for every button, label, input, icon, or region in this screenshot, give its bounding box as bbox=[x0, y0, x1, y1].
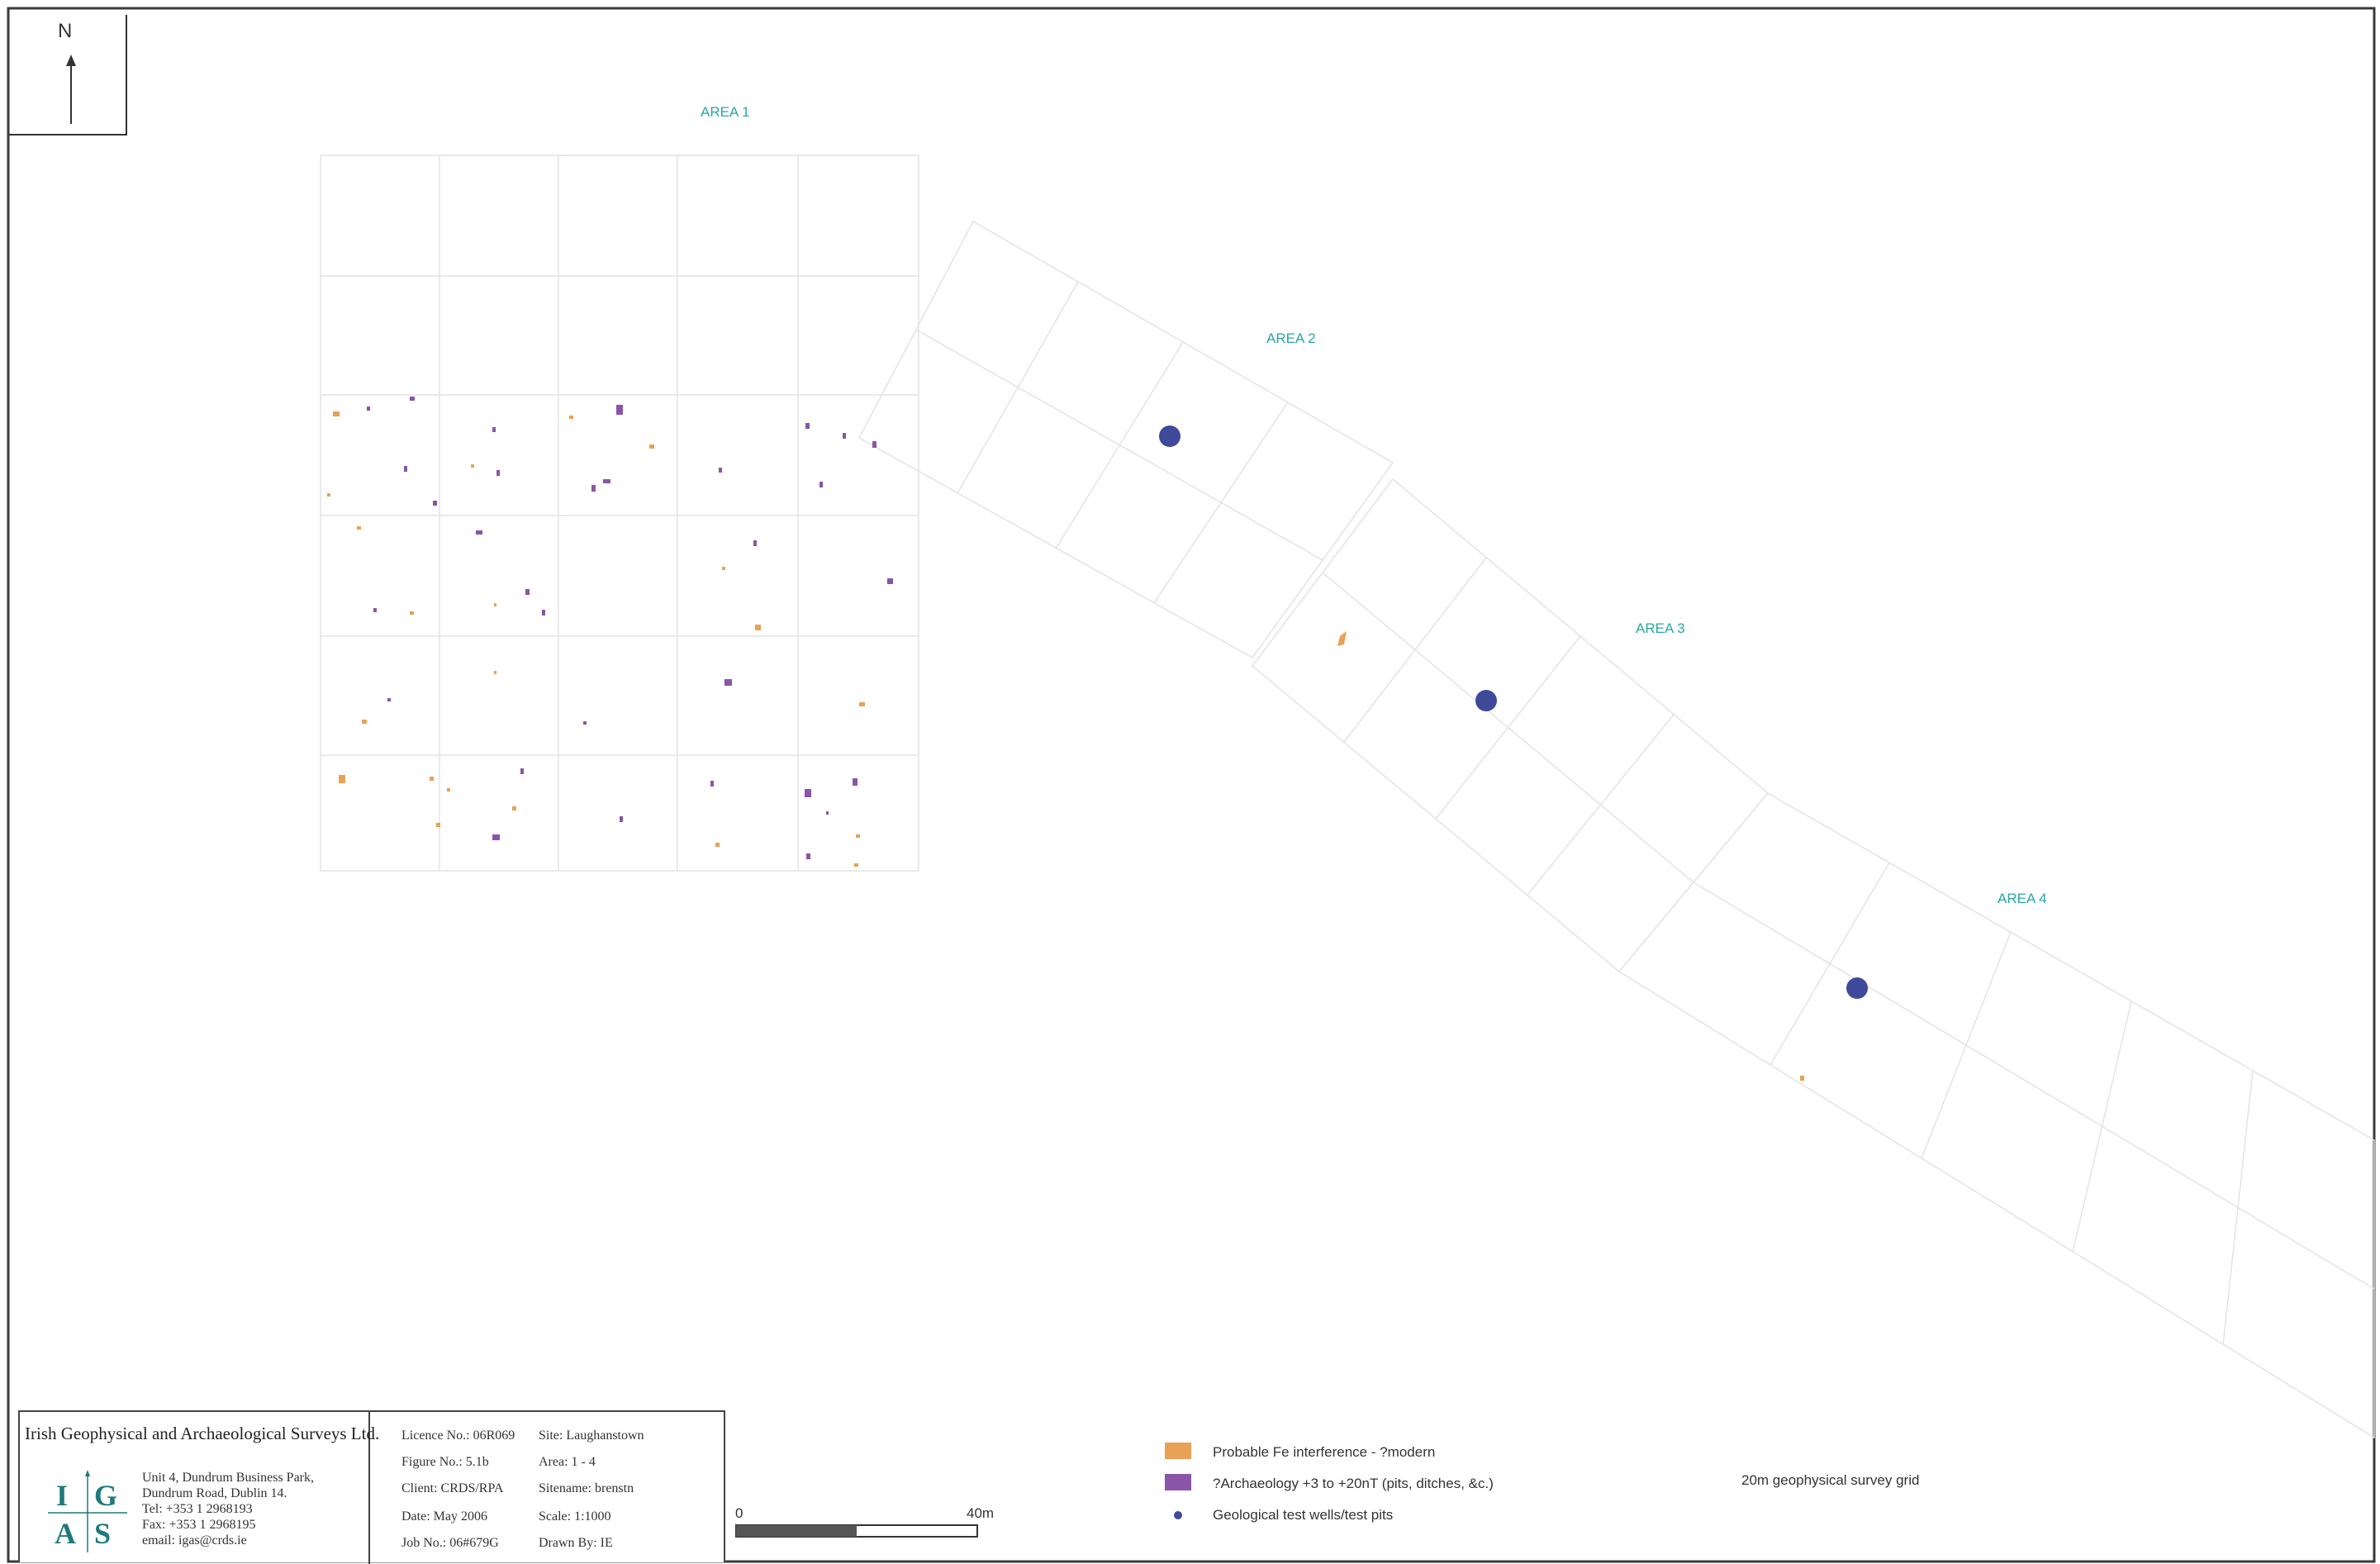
archaeology-anomalies bbox=[367, 397, 893, 859]
area-2-label: AREA 2 bbox=[1266, 330, 1316, 346]
company-panel: Irish Geophysical and Archaeological Sur… bbox=[20, 1412, 379, 1564]
figure-number: Figure No.: 5.1b bbox=[401, 1455, 489, 1469]
logo-letter: G bbox=[94, 1479, 118, 1512]
archaeology-swatch bbox=[1165, 1474, 1191, 1490]
company-address: Unit 4, Dundrum Business Park, Dundrum R… bbox=[142, 1470, 314, 1548]
address-line: Dundrum Road, Dublin 14. bbox=[142, 1486, 287, 1500]
corridor-grid bbox=[857, 220, 2375, 1439]
igas-logo: I G A S bbox=[45, 1470, 131, 1556]
logo-letter: I bbox=[56, 1479, 69, 1512]
title-block: Irish Geophysical and Archaeological Sur… bbox=[18, 1410, 725, 1564]
test-pits bbox=[1159, 425, 1868, 999]
site-name: Site: Laughanstown bbox=[539, 1429, 644, 1443]
email-line: email: igas@crds.ie bbox=[142, 1533, 247, 1547]
job-number: Job No.: 06#679G bbox=[401, 1536, 499, 1550]
licence-number: Licence No.: 06R069 bbox=[401, 1429, 515, 1443]
area-3-label: AREA 3 bbox=[1636, 620, 1685, 636]
scale-end-label: 40m bbox=[967, 1505, 995, 1521]
legend-label-fe: Probable Fe interference - ?modern bbox=[1213, 1444, 1436, 1460]
test-pit-marker bbox=[1159, 425, 1180, 447]
map-frame bbox=[7, 7, 2376, 1563]
logo-letter: A bbox=[55, 1517, 76, 1550]
north-letter: N bbox=[58, 20, 73, 42]
company-name: Irish Geophysical and Archaeological Sur… bbox=[25, 1424, 380, 1443]
address-line: Unit 4, Dundrum Business Park, bbox=[142, 1471, 314, 1485]
scale-start-label: 0 bbox=[735, 1505, 743, 1521]
north-arrow-box bbox=[8, 15, 127, 135]
test-pit-swatch bbox=[1174, 1511, 1182, 1519]
test-pit-marker bbox=[1846, 977, 1868, 999]
legend-label-grid: 20m geophysical survey grid bbox=[1741, 1472, 1920, 1488]
legend-label-archaeology: ?Archaeology +3 to +20nT (pits, ditches,… bbox=[1213, 1476, 1494, 1491]
test-pit-marker bbox=[1475, 690, 1497, 711]
north-arrow-icon bbox=[66, 55, 76, 124]
area-4-label: AREA 4 bbox=[1998, 891, 2047, 906]
phone-line: Tel: +353 1 2968193 bbox=[142, 1502, 253, 1516]
area-range: Area: 1 - 4 bbox=[539, 1455, 596, 1469]
area-1-label: AREA 1 bbox=[701, 104, 750, 120]
logo-letter: S bbox=[94, 1517, 112, 1550]
date: Date: May 2006 bbox=[401, 1509, 487, 1524]
fe-swatch bbox=[1165, 1443, 1191, 1459]
client: Client: CRDS/RPA bbox=[401, 1481, 504, 1495]
area-1-grid bbox=[320, 154, 919, 872]
map-scale: Scale: 1:1000 bbox=[539, 1509, 611, 1524]
sitename-code: Sitename: brenstn bbox=[539, 1481, 634, 1495]
fe-anomalies bbox=[327, 411, 1804, 1081]
legend-label-pits: Geological test wells/test pits bbox=[1213, 1507, 1394, 1523]
fax-line: Fax: +353 1 2968195 bbox=[142, 1518, 256, 1532]
scale-bar-graphic bbox=[735, 1524, 978, 1538]
drawn-by: Drawn By: IE bbox=[539, 1536, 613, 1550]
